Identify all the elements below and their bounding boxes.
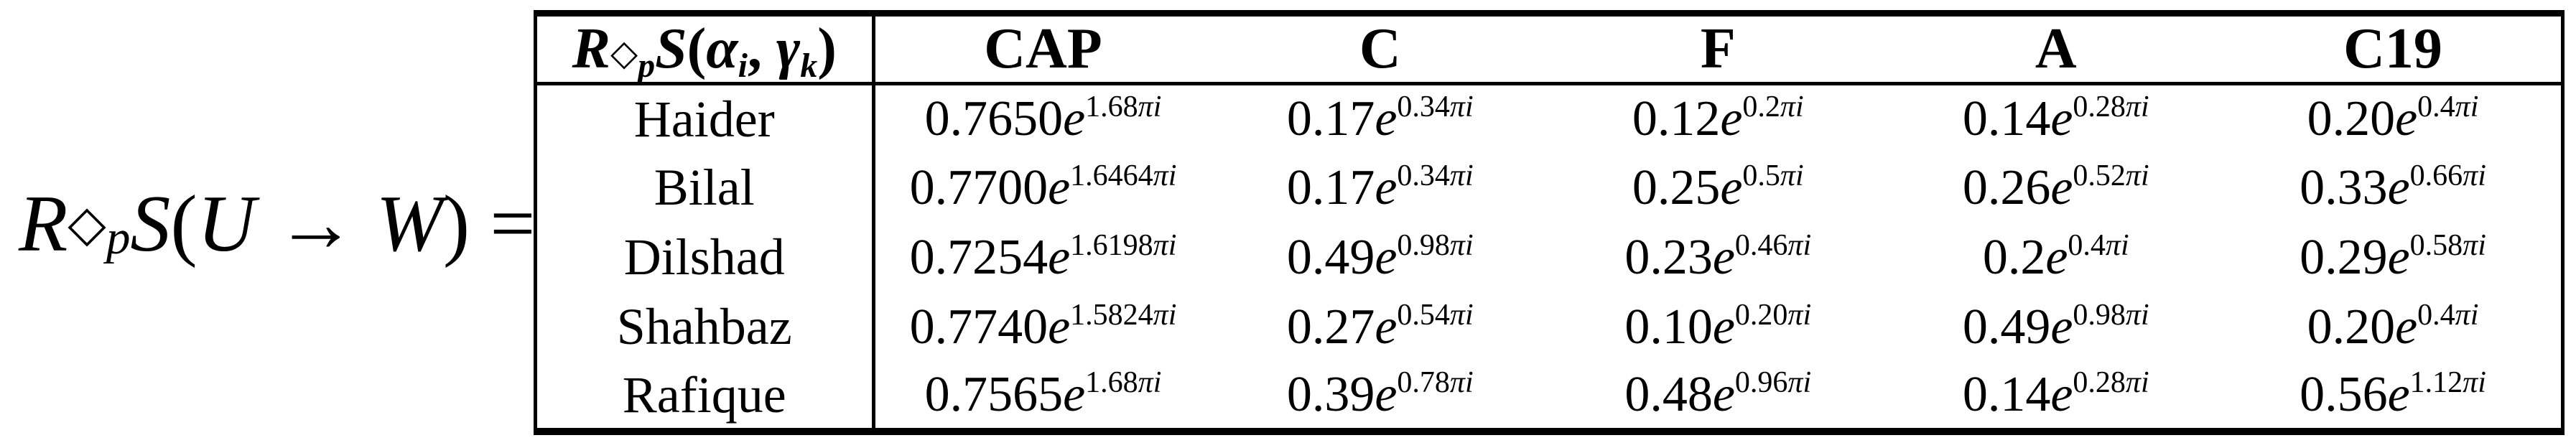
row-label: Haider [535, 83, 875, 154]
row-label: Shahbaz [535, 292, 875, 363]
value-cell: 0.14e0.28πi [1962, 366, 2149, 423]
value-cell: 0.23e0.46πi [1624, 228, 1812, 285]
value-cell: 0.56e1.12πi [2300, 366, 2486, 423]
column-header-A: A [1887, 13, 2225, 85]
corner-header-formula: R◇pS(αi, γk) [535, 13, 875, 85]
value-cell: 0.39e0.78πi [1286, 366, 1474, 423]
value-cell: 0.33e0.66πi [2300, 159, 2486, 215]
value-cell: 0.26e0.52πi [1962, 159, 2149, 215]
value-cell: 0.20e0.4πi [2307, 90, 2479, 147]
row-label: Dilshad [535, 223, 875, 293]
value-cell: 0.12e0.2πi [1632, 90, 1804, 147]
value-cell: 0.7740e1.5824πi [909, 298, 1177, 355]
value-cell: 0.29e0.58πi [2300, 228, 2486, 285]
value-cell: 0.7700e1.6464πi [909, 159, 1177, 215]
column-header-C19: C19 [2225, 13, 2563, 85]
relation-matrix-table: R◇pS(αi, γk) CAP C F A C19 Haider 0.7650e1.68… [534, 10, 2565, 435]
table-row: Dilshad 0.7254e1.6198πi 0.49e0.98πi 0.23e0.… [535, 223, 2563, 293]
value-cell: 0.17e0.34πi [1286, 159, 1474, 215]
equation-lhs: R ◇ p S(U → W) = [19, 179, 536, 269]
value-cell: 0.14e0.28πi [1962, 90, 2149, 147]
header-row: R◇pS(αi, γk) CAP C F A C19 [535, 13, 2563, 85]
value-cell: 0.20e0.4πi [2307, 298, 2479, 355]
column-header-C: C [1211, 13, 1549, 85]
value-cell: 0.49e0.98πi [1962, 298, 2149, 355]
value-cell: 0.48e0.96πi [1624, 366, 1812, 423]
table-row: Haider 0.7650e1.68πi 0.17e0.34πi 0.12e0.2πi… [535, 83, 2563, 154]
value-cell: 0.2e0.4πi [1982, 228, 2129, 285]
value-cell: 0.7565e1.68πi [924, 366, 1162, 423]
value-cell: 0.17e0.34πi [1286, 90, 1474, 147]
value-cell: 0.7254e1.6198πi [909, 228, 1177, 285]
table-row: Shahbaz 0.7740e1.5824πi 0.27e0.54πi 0.10e0.… [535, 292, 2563, 363]
table-row: Rafique 0.7565e1.68πi 0.39e0.78πi 0.48e0.96… [535, 362, 2563, 431]
value-cell: 0.10e0.20πi [1624, 298, 1812, 355]
column-header-F: F [1549, 13, 1887, 85]
value-cell: 0.27e0.54πi [1286, 298, 1474, 355]
row-label: Bilal [535, 153, 875, 223]
value-cell: 0.25e0.5πi [1632, 159, 1804, 215]
row-label: Rafique [535, 362, 875, 431]
table-row: Bilal 0.7700e1.6464πi 0.17e0.34πi 0.25e0.5π… [535, 153, 2563, 223]
column-header-CAP: CAP [873, 13, 1212, 85]
value-cell: 0.49e0.98πi [1286, 228, 1474, 285]
table-body: Haider 0.7650e1.68πi 0.17e0.34πi 0.12e0.2πi… [535, 83, 2563, 431]
diamond-operator-icon: ◇ [68, 195, 106, 253]
value-cell: 0.7650e1.68πi [924, 90, 1162, 147]
diamond-operator-icon: ◇ [610, 31, 638, 74]
